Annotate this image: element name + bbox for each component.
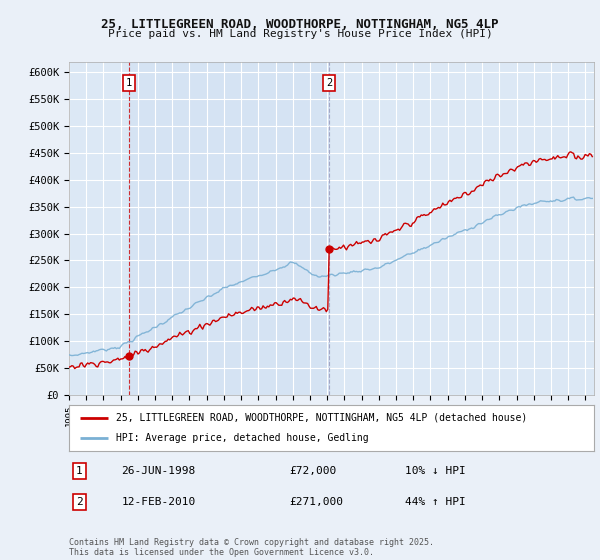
- Text: 25, LITTLEGREEN ROAD, WOODTHORPE, NOTTINGHAM, NG5 4LP (detached house): 25, LITTLEGREEN ROAD, WOODTHORPE, NOTTIN…: [116, 413, 527, 423]
- Text: 10% ↓ HPI: 10% ↓ HPI: [405, 466, 466, 476]
- Text: £271,000: £271,000: [290, 497, 343, 507]
- Text: 1: 1: [126, 78, 132, 88]
- Bar: [129, 62, 329, 395]
- Text: 1: 1: [76, 466, 83, 476]
- Text: Contains HM Land Registry data © Crown copyright and database right 2025.
This d: Contains HM Land Registry data © Crown c…: [69, 538, 434, 557]
- Text: 25, LITTLEGREEN ROAD, WOODTHORPE, NOTTINGHAM, NG5 4LP: 25, LITTLEGREEN ROAD, WOODTHORPE, NOTTIN…: [101, 18, 499, 31]
- Text: £72,000: £72,000: [290, 466, 337, 476]
- Text: 12-FEB-2010: 12-FEB-2010: [121, 497, 196, 507]
- Text: 2: 2: [76, 497, 83, 507]
- Text: 26-JUN-1998: 26-JUN-1998: [121, 466, 196, 476]
- Text: 44% ↑ HPI: 44% ↑ HPI: [405, 497, 466, 507]
- Text: Price paid vs. HM Land Registry's House Price Index (HPI): Price paid vs. HM Land Registry's House …: [107, 29, 493, 39]
- Text: HPI: Average price, detached house, Gedling: HPI: Average price, detached house, Gedl…: [116, 433, 369, 443]
- Text: 2: 2: [326, 78, 332, 88]
